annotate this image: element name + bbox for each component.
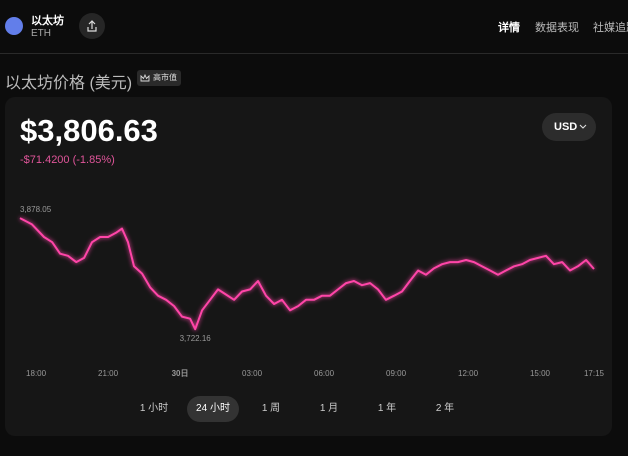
- x-tick-label: 03:00: [242, 369, 263, 378]
- x-tick-label: 09:00: [386, 369, 407, 378]
- range-button[interactable]: 1 小时: [139, 403, 169, 414]
- range-button[interactable]: 1 周: [261, 403, 281, 414]
- range-button[interactable]: 1 月: [319, 403, 339, 414]
- price-annotation: 3,878.05: [20, 205, 52, 214]
- crown-icon: [140, 74, 150, 82]
- tab[interactable]: 详情: [498, 22, 520, 34]
- share-icon: [87, 20, 97, 32]
- currency-select[interactable]: USD: [542, 113, 596, 141]
- x-tick-label: 12:00: [458, 369, 479, 378]
- share-button[interactable]: [79, 13, 105, 39]
- range-button[interactable]: 1 年: [377, 403, 397, 414]
- current-price: $3,806.63: [20, 113, 158, 148]
- eth-logo: [5, 17, 23, 35]
- badge: 高市值: [137, 70, 181, 86]
- x-tick-label: 30日: [172, 369, 189, 378]
- page-heading: 以太坊价格 (美元): [5, 75, 133, 92]
- tab[interactable]: 数据表现: [535, 22, 579, 34]
- x-tick-label: 17:15: [584, 369, 605, 378]
- chevron: [579, 124, 587, 129]
- tab[interactable]: 社媒追踪: [593, 22, 628, 34]
- price-annotation: 3,722.16: [180, 334, 212, 343]
- top-bar: [0, 0, 628, 54]
- x-tick-label: 21:00: [98, 369, 119, 378]
- range-button[interactable]: 24 小时: [187, 396, 239, 422]
- asset-name: 以太坊: [31, 15, 64, 27]
- x-tick-label: 15:00: [530, 369, 551, 378]
- price-line: [19, 217, 595, 331]
- currency-text: USD: [554, 121, 578, 133]
- x-tick-label: 06:00: [314, 369, 335, 378]
- range-button[interactable]: 2 年: [435, 403, 455, 414]
- price-card: [5, 97, 612, 436]
- asset-symbol: ETH: [31, 28, 51, 39]
- price-change: -$71.4200 (-1.85%): [20, 154, 115, 166]
- x-tick-label: 18:00: [26, 369, 47, 378]
- badge-text: 高市值: [153, 73, 177, 82]
